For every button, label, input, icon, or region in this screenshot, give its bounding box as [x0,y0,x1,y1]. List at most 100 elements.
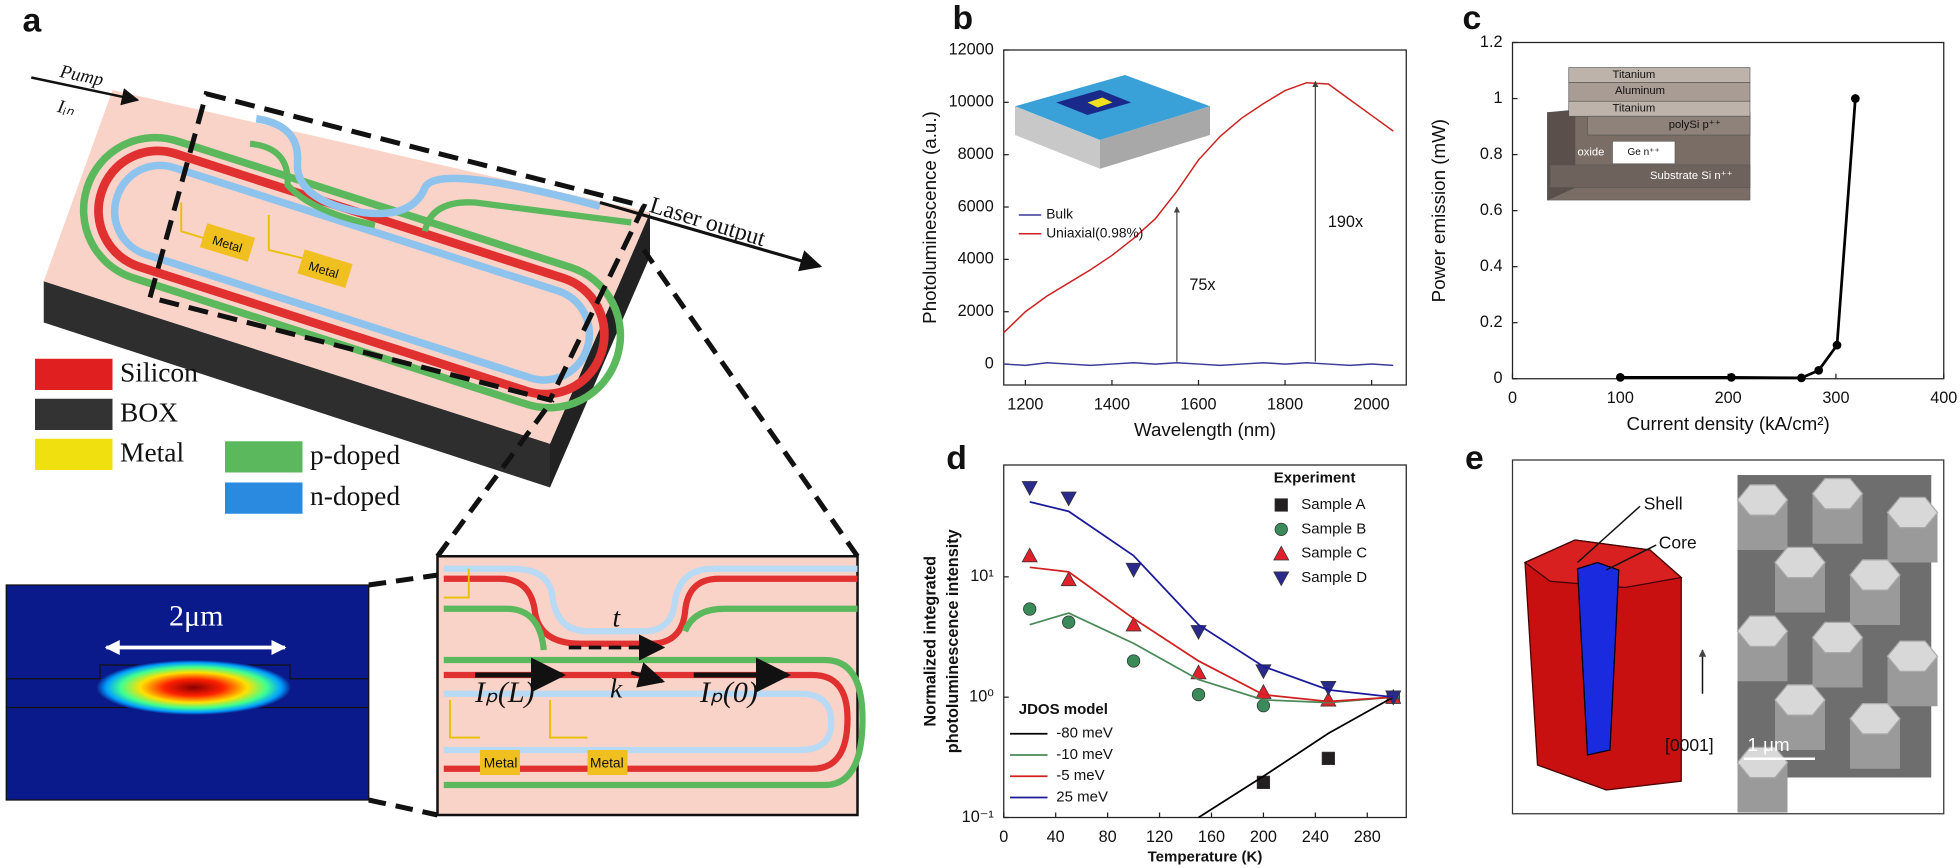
direction-label: [0001] [1665,735,1714,755]
x-tick-label: 240 [1302,828,1329,846]
layer-label: Titanium [1613,69,1656,81]
y-axis-label: Normalized integrated [922,556,940,727]
y-tick-label: 0.6 [1480,201,1503,219]
data-point [1021,481,1038,497]
y-tick-label: 10⁻¹ [962,808,995,826]
mode-inset [5,248,860,818]
y-tick-label: 10¹ [970,567,994,585]
data-point [1191,687,1206,702]
x-axis-label: Wavelength (nm) [1134,419,1276,440]
y-tick-label: 0 [985,354,994,372]
legend-label: -10 meV [1056,746,1113,763]
data-point [1256,699,1271,713]
y-tick-label: 10⁰ [969,687,994,705]
x-tick-label: 0 [999,828,1008,846]
sem-pillar-top [1886,640,1939,673]
plot-frame [1003,49,1407,386]
panel-label: e [1465,439,1484,477]
chip [30,76,823,488]
data-point [1023,602,1037,616]
pointer [1605,544,1657,571]
data-point [1797,373,1806,383]
sem-pillar-top [1811,477,1864,510]
sem-pillar-top [1849,559,1901,591]
legend-title: Experiment [1274,470,1356,487]
x-tick-label: 1200 [1007,395,1043,413]
x-tick-label: 1600 [1180,395,1216,413]
device-inset [1015,75,1210,169]
y-tick-label: 1 [1493,89,1502,107]
series-line [1003,362,1394,367]
sem-pillar-top [1736,484,1789,516]
sem-pillar-top [1886,496,1939,529]
sem-pillar-top [1849,702,1901,735]
y-axis-label: Power emission (mW) [1428,119,1449,302]
legend-label: Metal [120,436,185,467]
nanowire-diagram [1511,459,1945,815]
legend-label: 25 meV [1056,788,1108,805]
core-label: Core [1659,532,1697,552]
legend-label: Sample C [1301,545,1367,562]
x-tick-label: 1800 [1267,395,1303,413]
data-point [1126,654,1141,668]
layer-label: Titanium [1613,103,1656,115]
legend-title: JDOS model [1019,701,1108,718]
x-tick-label: 280 [1354,828,1381,846]
series-line [1029,500,1394,699]
current-label: Iₚ(L) [474,676,535,709]
legend-label: p-doped [310,439,400,470]
legend-marker [1273,545,1290,561]
scale-label: 1 μm [1748,734,1790,755]
y-tick-label: 6000 [958,197,994,215]
y-tick-label: 10000 [949,93,994,111]
data-point [1321,751,1335,765]
x-tick-label: 200 [1715,389,1742,407]
sem-pillar-top [1736,615,1789,648]
x-tick-label: 120 [1146,828,1173,846]
x-tick-label: 300 [1822,389,1849,407]
data-point [1062,615,1076,629]
core [1576,561,1620,756]
series-line [1003,81,1394,334]
x-tick-label: 160 [1198,828,1225,846]
sem-pillar-top [1774,684,1826,716]
legend-label: Uniaxial(0.98%) [1046,225,1143,240]
legend-label: Sample D [1301,569,1367,586]
series-line [1029,566,1394,703]
x-tick-label: 2000 [1354,395,1390,413]
y-tick-label: 1.2 [1480,33,1503,51]
data-point [1060,571,1077,587]
panel-frame [1511,459,1945,815]
current-label: Iₚ(0) [699,676,758,709]
series-line [1029,612,1394,704]
metal-label: Metal [484,755,518,770]
data-point [1850,94,1860,103]
data-point [1125,616,1142,632]
mode-width: 2μm [169,600,223,633]
y-tick-label: 0.2 [1480,313,1503,331]
series-line [1198,696,1394,819]
data-point [1060,491,1077,507]
y-axis-label: Photoluminescence (a.u.) [919,111,940,324]
annotation: 75x [1189,276,1215,294]
legend-label: -5 meV [1056,767,1104,784]
pointer [1576,505,1641,564]
legend-label: -80 meV [1056,725,1113,742]
data-point [1726,372,1736,382]
coupling-k: k [610,673,623,704]
layer-label: Aluminum [1615,85,1665,97]
legend-label: Sample A [1301,496,1365,513]
panel-label: b [953,0,974,37]
data-point [1832,340,1842,350]
y-tick-label: 2000 [958,302,994,320]
y-tick-label: 4000 [958,250,994,268]
x-tick-label: 1400 [1094,395,1130,413]
data-point [1125,562,1142,578]
annotation: 190x [1328,213,1363,231]
layer-inset [1547,67,1751,201]
panel-label: d [946,439,967,477]
y-axis-label: photoluminescence intensity [944,529,962,753]
output-label: Laser output [647,192,769,252]
legend-marker [1273,571,1290,587]
